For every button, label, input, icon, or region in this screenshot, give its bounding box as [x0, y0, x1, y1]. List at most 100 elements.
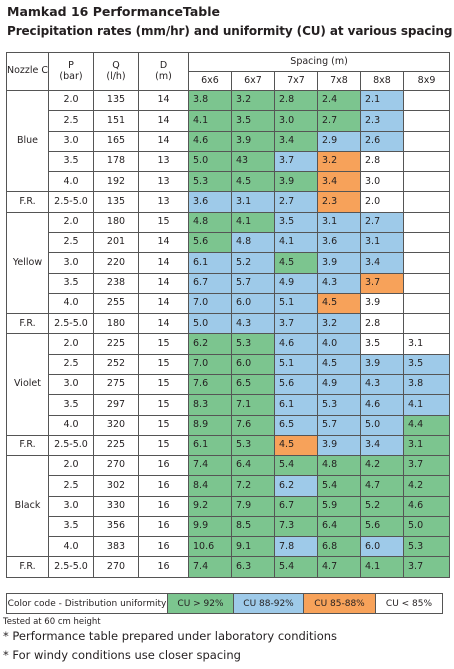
flow-cell: 255: [93, 292, 139, 315]
precip-cell: 3.4: [317, 171, 361, 193]
precip-cell: 2.7: [317, 110, 361, 132]
precip-cell: 3.4: [360, 434, 404, 457]
precip-cell: 7.6: [188, 373, 232, 396]
precip-cell: 6.2: [274, 475, 318, 497]
precip-cell: 5.2: [360, 495, 404, 517]
flow-cell: 180: [93, 211, 139, 233]
table-row: 2.5 151 14 4.1 3.5 3.0 2.7 2.3: [7, 110, 451, 132]
precip-cell: 3.7: [274, 150, 318, 173]
precip-cell: 7.9: [231, 495, 275, 517]
fr-row: F.R. 2.5-5.0 180 14 5.0 4.3 3.7 3.2 2.8: [6, 313, 451, 335]
pressure-cell: 3.5: [48, 394, 94, 416]
flow-cell: 225: [93, 333, 139, 355]
precip-cell: 7.4: [188, 455, 232, 477]
precip-cell: 8.3: [188, 394, 232, 416]
precip-cell: 6.0: [360, 536, 404, 558]
flow-cell: 165: [93, 130, 139, 152]
flow-cell: 270: [93, 556, 139, 578]
table-row: 3.0 220 14 6.1 5.2 4.5 3.9 3.4: [7, 252, 451, 274]
precip-cell: 2.6: [360, 130, 404, 152]
precip-cell: 3.9: [317, 434, 361, 457]
precip-cell: 8.9: [188, 414, 232, 436]
spacing-col-header: 7x8: [317, 71, 361, 91]
pressure-cell: 3.0: [48, 495, 94, 517]
precip-cell: 5.0: [188, 313, 232, 335]
flow-cell: 270: [93, 455, 139, 477]
precip-cell: 3.1: [317, 211, 361, 233]
diameter-cell: 14: [138, 130, 189, 152]
pressure-cell: 2.0: [48, 89, 94, 112]
precip-cell: 2.8: [274, 89, 318, 112]
precip-cell: 4.5: [274, 434, 318, 457]
precip-cell: 4.6: [360, 394, 404, 416]
precip-cell: 3.9: [317, 252, 361, 274]
fr-label: F.R.: [6, 434, 49, 457]
diameter-cell: 16: [138, 556, 189, 578]
flow-cell: 192: [93, 171, 139, 193]
precip-cell: 3.9: [360, 292, 404, 315]
precip-cell: 7.3: [274, 515, 318, 538]
precip-cell: 4.9: [317, 373, 361, 396]
precip-cell: 9.1: [231, 536, 275, 558]
pressure-header: P (bar): [48, 52, 94, 91]
precip-cell: 5.2: [231, 252, 275, 274]
footnote-laboratory: * Performance table prepared under labor…: [3, 629, 338, 643]
precip-cell: 2.7: [360, 211, 404, 233]
precip-cell: 3.5: [231, 110, 275, 132]
precip-cell: 9.2: [188, 495, 232, 517]
flow-cell: 356: [93, 515, 139, 538]
precip-cell: 4.7: [317, 556, 361, 578]
precip-cell: 4.8: [188, 211, 232, 233]
diameter-cell: 16: [138, 455, 189, 477]
precip-cell: 6.4: [317, 515, 361, 538]
precip-cell: [402, 171, 451, 193]
precip-cell: 4.1: [231, 211, 275, 233]
precip-cell: [402, 252, 451, 274]
table-row: Yellow 2.0 180 15 4.8 4.1 3.5 3.1 2.7: [6, 211, 451, 315]
pressure-cell: 3.0: [48, 130, 94, 152]
precip-cell: 4.1: [360, 556, 404, 578]
precip-cell: 3.9: [360, 353, 404, 375]
pressure-cell: 4.0: [48, 536, 94, 558]
flow-cell: 275: [93, 373, 139, 396]
color-code-legend: Color code - Distribution uniformity CU …: [6, 593, 443, 614]
precip-cell: 3.0: [274, 110, 318, 132]
precip-cell: 3.1: [402, 333, 451, 355]
precip-cell: 3.7: [274, 313, 318, 335]
precip-cell: 8.5: [231, 515, 275, 538]
diameter-cell: 13: [138, 171, 189, 193]
diameter-cell: 16: [138, 475, 189, 497]
table-row: 4.0 320 15 8.9 7.6 6.5 5.7 5.0 4.4: [7, 414, 451, 436]
precip-cell: 4.5: [317, 353, 361, 375]
precip-cell: 3.4: [274, 130, 318, 152]
diameter-cell: 15: [138, 414, 189, 436]
table-row: 2.5 201 14 5.6 4.8 4.1 3.6 3.1: [7, 231, 451, 254]
pressure-cell: 2.0: [48, 211, 94, 233]
precip-cell: [402, 292, 451, 315]
precip-cell: 7.4: [188, 556, 232, 578]
precip-cell: 2.0: [360, 191, 404, 213]
fr-row: F.R. 2.5-5.0 135 13 3.6 3.1 2.7 2.3 2.0: [6, 191, 451, 213]
legend-item: CU 85-88%: [303, 593, 376, 614]
spacing-col-header: 6x6: [188, 71, 232, 91]
spacing-col-header: 8x8: [360, 71, 404, 91]
table-row: 3.5 178 13 5.0 43 3.7 3.2 2.8: [7, 150, 451, 173]
legend-item: CU < 85%: [375, 593, 443, 614]
pressure-cell: 2.0: [48, 333, 94, 355]
diameter-cell: 13: [138, 150, 189, 173]
diameter-cell: 14: [138, 252, 189, 274]
pressure-cell: 2.5: [48, 353, 94, 375]
precip-cell: 5.3: [188, 171, 232, 193]
precip-cell: 3.1: [402, 434, 451, 457]
table-row: 3.0 165 14 4.6 3.9 3.4 2.9 2.6: [7, 130, 451, 152]
diameter-cell: 15: [138, 211, 189, 233]
table-row: Violet 2.0 225 15 6.2 5.3 4.6 4.0 3.5 3.1: [6, 333, 451, 436]
precip-cell: 7.6: [231, 414, 275, 436]
diameter-cell: 16: [138, 495, 189, 517]
precip-cell: 3.1: [360, 231, 404, 254]
precip-cell: 5.9: [317, 495, 361, 517]
table-row: Black 2.0 270 16 7.4 6.4 5.4 4.8 4.2 3.7: [6, 455, 451, 558]
diameter-cell: 14: [138, 292, 189, 315]
precip-cell: 2.9: [317, 130, 361, 152]
fr-row: F.R. 2.5-5.0 270 16 7.4 6.3 5.4 4.7 4.1 3.7: [6, 556, 451, 578]
